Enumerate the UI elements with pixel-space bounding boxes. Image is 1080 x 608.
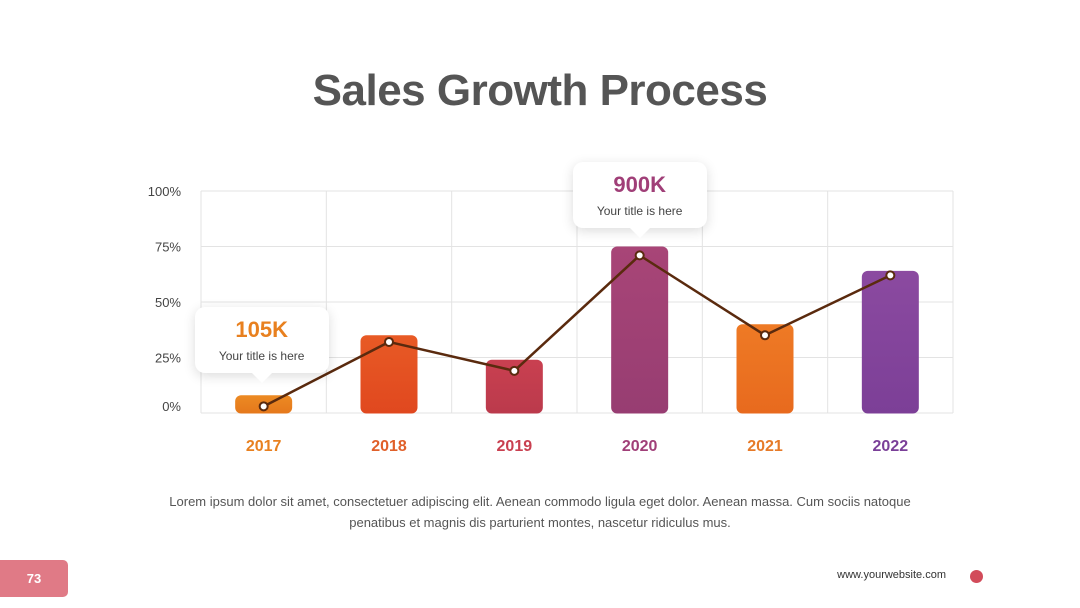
trend-point-2022 — [885, 270, 896, 281]
trend-point-2017 — [258, 401, 269, 412]
slide-description: Lorem ipsum dolor sit amet, consectetuer… — [169, 494, 911, 530]
bar-2019 — [485, 359, 543, 414]
slide-title: Sales Growth Process — [312, 66, 768, 115]
page-number-badge: 73 — [0, 560, 68, 597]
x-category-label: 2017 — [246, 438, 282, 455]
website-link[interactable]: www.yourwebsite.com — [837, 569, 946, 581]
sales-chart: 0% 25% 50% 75% 100% 2017 2018 2019 2020 2021 2022 — [148, 184, 954, 455]
bar-2022 — [861, 270, 919, 414]
bar-2021 — [736, 324, 794, 414]
callout-value: 105K — [235, 317, 288, 343]
x-category-label: 2019 — [497, 438, 533, 455]
trend-point-2018 — [384, 336, 394, 347]
chart-line — [258, 250, 896, 412]
trend-line — [263, 254, 891, 408]
callout-subtitle: Your title is here — [218, 349, 305, 364]
chart-labels: 0% 25% 50% 75% 100% 2017 2018 2019 2020 2021 2022 — [148, 184, 908, 455]
decorative-dot-icon — [970, 570, 983, 583]
x-category-label: 2020 — [622, 438, 658, 455]
x-category-label: 2021 — [747, 438, 783, 455]
chart-bars — [235, 246, 919, 414]
bar-2020 — [611, 246, 669, 414]
callout-subtitle: Your title is here — [596, 203, 683, 218]
callout-2020: 900K Your title is here — [572, 161, 707, 238]
callout-value: 900K — [613, 171, 666, 197]
trend-point-2020 — [634, 250, 645, 261]
trend-point-2021 — [760, 330, 770, 341]
y-tick-label: 25% — [155, 351, 181, 366]
trend-point-2019 — [509, 365, 520, 376]
x-category-label: 2018 — [371, 438, 407, 455]
callout-2017: 105K Your title is here — [194, 307, 329, 384]
y-tick-label: 75% — [155, 240, 181, 255]
y-tick-label: 50% — [155, 295, 181, 310]
chart-grid — [200, 190, 954, 414]
y-tick-label: 100% — [148, 184, 182, 199]
x-category-label: 2022 — [873, 438, 909, 455]
page-number: 73 — [26, 571, 42, 586]
y-tick-label: 0% — [162, 399, 181, 414]
bar-2018 — [360, 335, 418, 414]
